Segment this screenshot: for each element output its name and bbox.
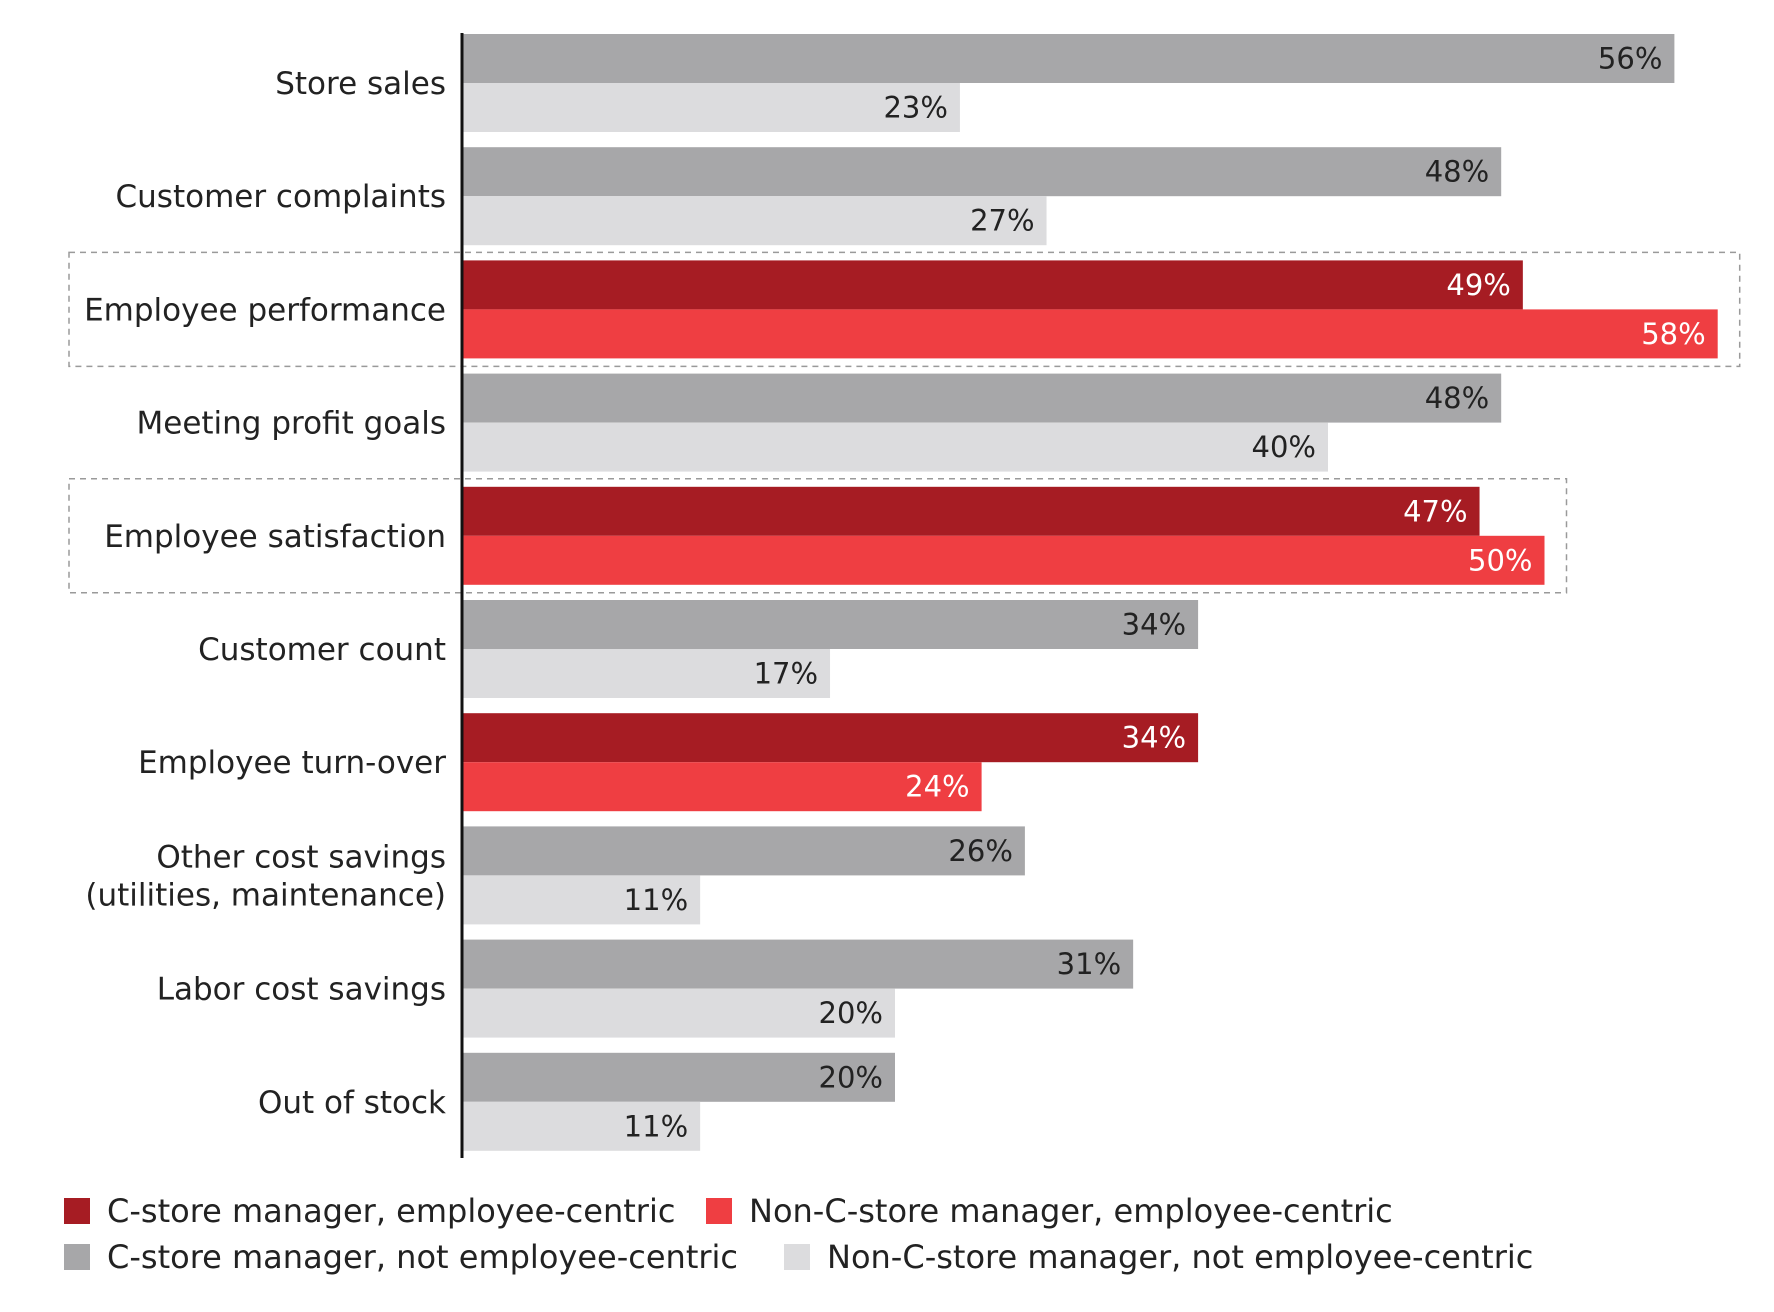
category-label-3: Meeting profit goals [137, 406, 447, 442]
bar-noncstore_notemp-8 [462, 988, 895, 1038]
highlight-box-2 [68, 251, 1741, 368]
bar-noncstore_notemp-1 [462, 196, 1047, 246]
value-label-noncstore_notemp-9: 11% [624, 1109, 688, 1143]
category-label-7-line1: (utilities, maintenance) [85, 877, 446, 913]
value-label-noncstore_notemp-3: 40% [1252, 430, 1316, 464]
highlight-box-4 [68, 478, 1568, 594]
bar-noncstore_emp-4 [462, 535, 1545, 585]
category-label-1: Customer complaints [116, 179, 447, 215]
category-label-4: Employee satisfaction [104, 519, 446, 555]
value-label-noncstore_notemp-0: 23% [883, 91, 947, 125]
legend-swatch-cstore_notemp [64, 1244, 90, 1270]
category-label-6: Employee turn-over [138, 745, 446, 781]
legend-swatch-noncstore_emp [706, 1198, 732, 1224]
bar-noncstore_notemp-3 [462, 422, 1328, 472]
bar-noncstore_emp-6 [462, 762, 982, 812]
bar-cstore_notemp-3 [462, 373, 1502, 423]
legend-label-cstore_emp: C-store manager, employee-centric [107, 1192, 675, 1230]
value-label-noncstore_notemp-7: 11% [624, 883, 688, 917]
value-label-cstore_notemp-5: 34% [1122, 608, 1186, 642]
bar-noncstore_notemp-9 [462, 1101, 701, 1151]
bar-noncstore_notemp-5 [462, 649, 831, 698]
bar-cstore_notemp-1 [462, 147, 1502, 197]
legend-label-noncstore_notemp: Non-C-store manager, not employee-centri… [827, 1238, 1533, 1276]
bar-cstore_notemp-0 [462, 34, 1675, 83]
legend-swatch-noncstore_notemp [784, 1244, 810, 1270]
category-label-7-line0: Other cost savings [156, 839, 446, 875]
value-label-cstore_emp-2: 49% [1446, 268, 1510, 302]
category-label-2: Employee performance [84, 292, 446, 328]
bar-noncstore_notemp-7 [462, 875, 701, 925]
legend-label-noncstore_emp: Non-C-store manager, employee-centric [749, 1192, 1393, 1230]
bar-cstore_notemp-9 [462, 1052, 895, 1102]
value-label-cstore_notemp-0: 56% [1598, 42, 1662, 76]
value-label-noncstore_emp-2: 58% [1641, 317, 1705, 351]
value-label-cstore_notemp-8: 31% [1057, 947, 1121, 981]
category-label-8: Labor cost savings [157, 972, 446, 1008]
value-label-noncstore_emp-4: 50% [1468, 543, 1532, 577]
value-label-noncstore_notemp-8: 20% [819, 996, 883, 1030]
value-label-cstore_notemp-1: 48% [1425, 155, 1489, 189]
value-label-cstore_emp-4: 47% [1403, 494, 1467, 528]
value-label-cstore_notemp-7: 26% [948, 834, 1012, 868]
bar-cstore_emp-4 [462, 486, 1480, 536]
value-label-cstore_notemp-9: 20% [819, 1060, 883, 1094]
legend-label-cstore_notemp: C-store manager, not employee-centric [107, 1238, 738, 1276]
category-label-5: Customer count [198, 632, 446, 668]
bar-cstore_emp-6 [462, 713, 1199, 763]
bar-cstore_emp-2 [462, 260, 1523, 310]
value-label-cstore_notemp-3: 48% [1425, 381, 1489, 415]
bar-noncstore_emp-2 [462, 309, 1718, 359]
bar-cstore_notemp-8 [462, 939, 1134, 989]
bar-noncstore_notemp-0 [462, 83, 960, 132]
legend-swatch-cstore_emp [64, 1198, 90, 1224]
bar-cstore_notemp-5 [462, 600, 1199, 649]
value-label-cstore_emp-6: 34% [1122, 721, 1186, 755]
bar-cstore_notemp-7 [462, 826, 1025, 876]
value-label-noncstore_emp-6: 24% [905, 770, 969, 804]
value-label-noncstore_notemp-1: 27% [970, 204, 1034, 238]
category-label-0: Store sales [275, 66, 446, 102]
category-label-9: Out of stock [258, 1085, 446, 1121]
value-label-noncstore_notemp-5: 17% [754, 657, 818, 691]
